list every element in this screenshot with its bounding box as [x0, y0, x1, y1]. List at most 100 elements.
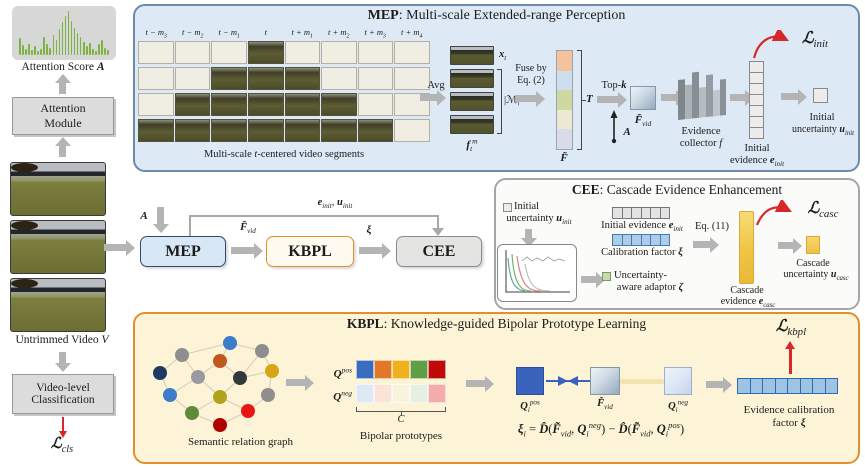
connector-einit-horizontal: [189, 215, 439, 218]
histogram-bar: [107, 49, 109, 55]
histogram-bar: [22, 45, 24, 55]
cell: [659, 234, 670, 246]
connector-einit-vertical-left: [189, 215, 192, 236]
segment-row: [138, 67, 430, 90]
red-arrow-loss-cls: [62, 417, 64, 431]
prototype-swatch: [392, 360, 410, 379]
red-curve-loss-casc: [755, 200, 792, 226]
histogram-bar: [82, 41, 85, 55]
histogram-bar: [28, 43, 30, 55]
fvid-square: [630, 86, 656, 110]
segment-cell: [174, 119, 211, 142]
pipeline-kbpl-box: KBPL: [266, 236, 354, 267]
prototype-swatch: [410, 384, 428, 403]
segment-cell: [284, 119, 321, 142]
qineg-square: [664, 367, 692, 395]
arrow-fvid-to-collector: [661, 94, 676, 101]
segment-row: [138, 93, 430, 116]
segment-cell: [321, 67, 357, 90]
segment-cell: [357, 41, 394, 64]
red-curve-loss-init: [752, 30, 789, 59]
segment-cell: [321, 41, 357, 64]
pipeline-mep-label: MEP: [165, 242, 201, 260]
segment-cell: [174, 67, 211, 90]
feature-segment: [557, 90, 572, 110]
arrow-topk: [597, 96, 618, 103]
neg-connection-line: [620, 379, 664, 384]
cee-initial-uncertainty-line1: Initial: [514, 201, 540, 212]
histogram-bar: [43, 37, 45, 55]
avg-segment-frame-2: [450, 92, 494, 111]
cell: [799, 378, 813, 394]
multiscale-segment-grid: [138, 41, 430, 145]
initial-uncertainty-square: [813, 88, 828, 103]
avg-label: Avg: [427, 80, 445, 91]
arrow-up-to-module: [59, 146, 66, 157]
kbpl-fvid-label: F̃vid: [597, 398, 613, 412]
arrow-bar-to-ucasc: [778, 242, 793, 249]
attention-score-histogram: [12, 6, 116, 60]
histogram-bar: [76, 33, 79, 55]
prototype-swatch: [410, 360, 428, 379]
segment-cell: [284, 41, 321, 64]
arrow-video-to-mep: [104, 244, 126, 251]
kbpl-calibration-cells: [737, 378, 838, 394]
segment-cell: [211, 93, 247, 116]
initial-evidence-label-line2: evidence einit: [729, 155, 785, 169]
t-bracket: [577, 50, 586, 150]
arrow-matching-to-factor: [706, 381, 723, 388]
t-label: T: [586, 93, 593, 105]
segment-cell: [394, 119, 430, 142]
video-frame-1: [10, 162, 106, 216]
cascade-evidence-line1: Cascade: [730, 285, 764, 296]
initial-uncertainty-label-line1: Initial: [809, 112, 835, 123]
segment-cell: [247, 93, 284, 116]
histogram-bar: [37, 50, 39, 55]
cee-calibration-label: Calibration factor ξ: [601, 247, 683, 258]
cascade-uncertainty-line2: uncertainty ucasc: [783, 269, 849, 282]
segment-cell: [138, 93, 174, 116]
arrow-a-into-mep: [157, 207, 164, 224]
cell: [737, 378, 751, 394]
mep-a-label: A: [623, 126, 631, 138]
arrow-eq11: [693, 241, 710, 248]
arrow-fuse: [515, 95, 536, 102]
semantic-relation-graph: [153, 336, 279, 432]
initial-uncertainty-label-line2: uncertainty uinit: [791, 124, 855, 137]
cell: [749, 127, 764, 139]
feature-segment: [557, 51, 572, 71]
histogram-bar: [55, 40, 58, 55]
qipos-label: Qipos: [520, 398, 540, 414]
histogram-bar: [25, 48, 27, 55]
histogram-bar: [34, 46, 36, 55]
adaptor-curves: [505, 250, 570, 293]
histogram-bar: [86, 46, 88, 55]
eq11-label: Eq. (11): [694, 221, 730, 232]
qineg-label: Qineg: [668, 398, 688, 414]
video-classification-label: Video-level Classification: [31, 382, 95, 406]
fuse-by-label-line1: Fuse by: [515, 63, 547, 74]
segment-cell: [138, 119, 174, 142]
arrow-uncertainty-to-adaptor: [525, 229, 532, 238]
cee-title-rest: : Cascade Evidence Enhancement: [599, 182, 783, 197]
histogram-bar: [31, 49, 33, 55]
connector-einit-arrowhead: [432, 228, 444, 236]
kbpl-title-bold: KBPL: [346, 316, 384, 331]
pipeline-kbpl-label: KBPL: [288, 242, 332, 260]
mep-title: MEP: Multi-scale Extended-range Percepti…: [133, 8, 860, 24]
qpos-swatches: [356, 360, 446, 379]
histogram-bar: [70, 20, 73, 55]
segment-cell: [211, 67, 247, 90]
qipos-square: [516, 367, 544, 395]
segment-cell: [284, 93, 321, 116]
initial-evidence-label-line1: Initial: [744, 143, 770, 154]
cascade-evidence-bar: [739, 211, 754, 284]
cell: [762, 378, 776, 394]
histogram-bar: [73, 27, 76, 55]
kbpl-calibration-line1: Evidence calibration: [743, 404, 835, 416]
video-classification-box: Video-level Classification: [12, 374, 114, 414]
segment-cell: [357, 67, 394, 90]
evidence-collector-label-line2: collector f: [679, 138, 723, 149]
prototype-swatch: [356, 384, 374, 403]
qpos-label: Qpos: [333, 365, 352, 380]
